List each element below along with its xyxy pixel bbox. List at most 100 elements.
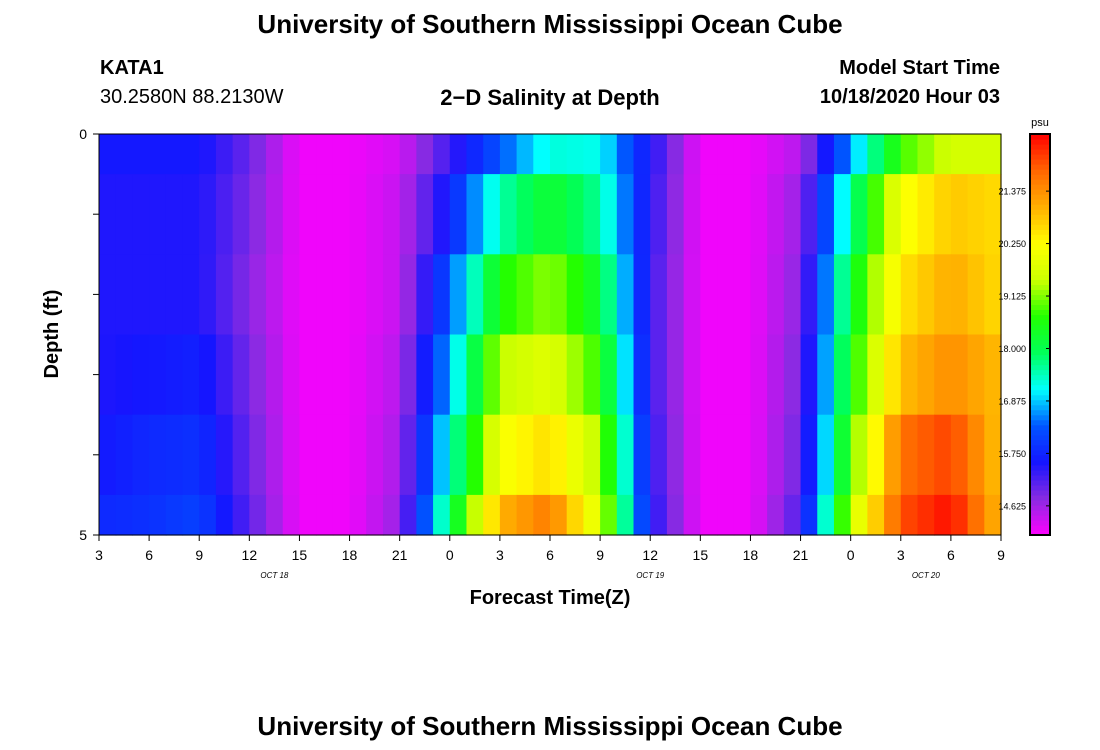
colorbar-segment [1030,144,1050,150]
heatmap-cell [900,254,919,336]
heatmap-cell [884,254,902,336]
heatmap-cell [466,174,484,255]
heatmap-cell [833,494,852,536]
heatmap-cell [266,494,284,536]
day-label: OCT 20 [912,571,941,580]
heatmap-cell [466,254,484,336]
heatmap-cell [666,174,685,255]
heatmap-cell [750,174,768,255]
heatmap-cell [449,134,468,175]
colorbar-segment [1030,524,1050,531]
heatmap-cell [433,414,451,496]
heatmap-cell [366,414,384,496]
heatmap-cell [633,134,651,175]
heatmap-cell [132,494,150,536]
colorbar-segment [1030,359,1050,366]
colorbar-segment [1030,519,1050,526]
heatmap-cell [433,254,451,336]
heatmap-cell [533,254,551,336]
colorbar-segment [1030,189,1050,195]
colorbar-segment [1030,274,1050,280]
x-tick-label: 21 [793,547,809,563]
heatmap-cell [516,414,534,496]
heatmap-cell [483,334,501,416]
heatmap-cell [700,254,718,336]
heatmap-cell [967,174,985,255]
colorbar-segment [1030,234,1050,240]
colorbar-segment [1030,474,1050,481]
heatmap-cell [483,414,501,496]
heatmap-cell [366,134,384,175]
heatmap-cell [583,174,601,255]
heatmap-cell [750,254,768,336]
heatmap-cell [900,134,919,175]
heatmap-cell [984,134,1002,175]
heatmap-cell [249,494,267,536]
heatmap-cell [683,334,701,416]
heatmap-cell [616,414,635,496]
colorbar-segment [1030,444,1050,451]
x-tick-label: 18 [342,547,358,563]
heatmap-cell [817,134,835,175]
station-id: KATA1 [100,57,164,79]
x-tick-label: 12 [642,547,658,563]
heatmap-cell [499,334,518,416]
colorbar-segment [1030,389,1050,396]
heatmap-cell [783,414,802,496]
heatmap-cell [566,334,584,416]
colorbar-segment [1030,409,1050,416]
colorbar-segment [1030,254,1050,260]
colorbar-segment [1030,349,1050,356]
heatmap-cell [583,414,601,496]
heatmap-cell [99,254,117,336]
colorbar-segment [1030,139,1050,145]
heatmap-cell [332,494,351,536]
colorbar-segment [1030,449,1050,456]
heatmap-cell [282,254,301,336]
heatmap-cell [332,414,351,496]
heatmap-cell [249,134,267,175]
heatmap-cell [767,334,785,416]
heatmap-cell [99,334,117,416]
heatmap-cell [550,134,568,175]
heatmap-cell [566,494,584,536]
colorbar-segment [1030,419,1050,426]
heatmap-cell [750,334,768,416]
heatmap-cell [783,254,802,336]
heatmap-cell [817,174,835,255]
heatmap-cell [683,174,701,255]
heatmap-cell [616,174,635,255]
x-tick-label: 6 [546,547,554,563]
heatmap-cell [449,254,468,336]
x-tick-label: 3 [496,547,504,563]
heatmap-cell [99,494,117,536]
heatmap-cell [449,174,468,255]
heatmap-cell [583,494,601,536]
colorbar-segment [1030,504,1050,511]
heatmap-cell [616,334,635,416]
heatmap-cell [449,494,468,536]
colorbar-segment [1030,309,1050,316]
heatmap-cell [616,134,635,175]
heatmap-cell [466,134,484,175]
heatmap-cell [917,494,935,536]
heatmap-cell [215,494,234,536]
heatmap-cell [950,414,969,496]
heatmap-cell [817,334,835,416]
heatmap-cell [733,174,752,255]
colorbar-segment [1030,279,1050,285]
heatmap-cell [433,174,451,255]
heatmap-cell [449,414,468,496]
heatmap-cell [182,334,200,416]
colorbar-segment [1030,459,1050,466]
x-tick-label: 0 [446,547,454,563]
heatmap-cell [165,134,184,175]
colorbar-segment [1030,164,1050,170]
colorbar-segment [1030,204,1050,210]
heatmap-cell [266,134,284,175]
x-tick-label: 9 [997,547,1005,563]
colorbar-segment [1030,219,1050,225]
heatmap-cell [382,174,401,255]
heatmap-cell [950,494,969,536]
heatmap-cell [266,174,284,255]
